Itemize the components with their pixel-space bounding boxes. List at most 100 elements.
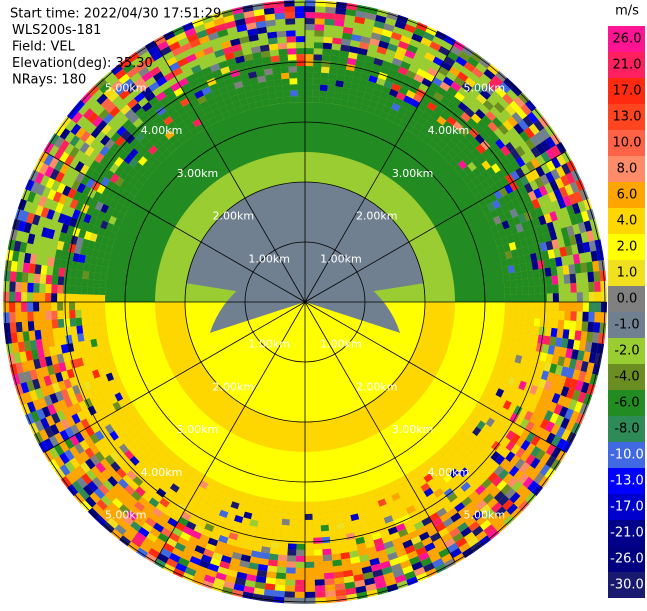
field-cell bbox=[564, 320, 571, 330]
field-cell bbox=[272, 67, 281, 74]
field-cell bbox=[94, 280, 101, 288]
field-cell bbox=[271, 536, 280, 543]
field-cell bbox=[34, 274, 41, 284]
field-cell bbox=[313, 78, 321, 84]
field-cell bbox=[296, 48, 305, 54]
field-cell bbox=[266, 80, 275, 87]
field-cell bbox=[327, 506, 335, 513]
field-cell bbox=[514, 264, 521, 272]
field-cell bbox=[547, 293, 553, 302]
field-cell bbox=[99, 302, 105, 309]
field-cell bbox=[52, 275, 59, 284]
field-cell bbox=[324, 573, 334, 580]
field-cell bbox=[511, 309, 517, 317]
field-cell bbox=[298, 508, 305, 514]
field-cell bbox=[546, 310, 552, 319]
field-cell bbox=[27, 302, 33, 312]
field-cell bbox=[326, 97, 334, 104]
field-cell bbox=[315, 597, 326, 604]
range-label: 5.00km bbox=[105, 509, 147, 522]
field-cell bbox=[284, 97, 292, 104]
field-cell bbox=[599, 270, 606, 281]
field-cell bbox=[305, 60, 313, 66]
field-cell bbox=[278, 49, 287, 56]
field-cell bbox=[534, 310, 541, 319]
field-cell bbox=[296, 550, 305, 556]
field-cell bbox=[297, 526, 305, 532]
field-cell bbox=[522, 279, 529, 287]
field-cell bbox=[46, 275, 53, 285]
field-cell bbox=[313, 526, 321, 532]
field-cell bbox=[305, 526, 313, 532]
field-cell bbox=[323, 555, 333, 562]
field-cell bbox=[305, 562, 314, 568]
field-cell bbox=[312, 90, 320, 96]
field-cell bbox=[15, 302, 21, 312]
field-cell bbox=[82, 271, 89, 279]
field-cell bbox=[296, 544, 305, 550]
field-cell bbox=[88, 272, 95, 280]
field-cell bbox=[45, 311, 51, 320]
field-cell bbox=[331, 548, 340, 555]
field-cell bbox=[280, 61, 289, 68]
field-cell bbox=[323, 561, 333, 568]
field-cell bbox=[69, 294, 75, 302]
range-label: 2.00km bbox=[212, 210, 254, 223]
field-cell bbox=[266, 26, 276, 33]
field-cell bbox=[268, 38, 278, 45]
field-cell bbox=[297, 514, 305, 520]
field-cell bbox=[273, 73, 282, 80]
field-cell bbox=[600, 312, 607, 323]
field-cell bbox=[545, 327, 552, 336]
field-cell bbox=[45, 302, 51, 311]
field-cell bbox=[70, 318, 77, 327]
field-cell bbox=[335, 517, 344, 524]
field-cell bbox=[99, 309, 105, 316]
field-cell bbox=[276, 573, 286, 580]
field-cell bbox=[517, 309, 523, 317]
field-cell bbox=[57, 302, 63, 311]
field-cell bbox=[99, 288, 105, 295]
field-cell bbox=[17, 262, 24, 273]
field-cell bbox=[28, 273, 35, 283]
field-cell bbox=[297, 538, 305, 544]
field-cell bbox=[510, 280, 517, 288]
field-cell bbox=[333, 98, 341, 105]
field-cell bbox=[529, 302, 535, 310]
field-cell bbox=[540, 319, 547, 328]
field-cell bbox=[17, 332, 24, 343]
colorbar-label: 1.0 bbox=[617, 266, 638, 281]
field-cell bbox=[313, 54, 322, 60]
field-cell bbox=[267, 511, 275, 518]
field-cell bbox=[315, 12, 325, 19]
header-line: WLS200s-181 bbox=[12, 23, 101, 38]
field-cell bbox=[290, 90, 298, 96]
field-cell bbox=[274, 518, 282, 525]
field-cell bbox=[75, 286, 81, 294]
field-cell bbox=[313, 543, 322, 549]
field-cell bbox=[551, 267, 558, 276]
colorbar-label: 10.0 bbox=[613, 136, 642, 151]
field-cell bbox=[64, 268, 71, 277]
field-cell bbox=[305, 520, 313, 526]
field-cell bbox=[305, 66, 313, 72]
field-cell bbox=[45, 293, 51, 302]
field-cell bbox=[305, 574, 315, 580]
field-cell bbox=[557, 329, 564, 339]
field-cell bbox=[559, 302, 565, 311]
field-cell bbox=[325, 7, 336, 14]
field-cell bbox=[529, 310, 535, 318]
field-cell bbox=[93, 302, 99, 309]
field-cell bbox=[267, 32, 277, 39]
field-cell bbox=[324, 567, 334, 574]
field-cell bbox=[276, 25, 286, 32]
range-label: 1.00km bbox=[248, 252, 290, 265]
field-cell bbox=[15, 292, 21, 302]
field-cell bbox=[265, 583, 276, 590]
field-cell bbox=[3, 292, 9, 303]
range-label: 3.00km bbox=[177, 423, 219, 436]
field-cell bbox=[546, 285, 552, 294]
field-cell bbox=[284, 597, 295, 604]
field-cell bbox=[574, 263, 581, 273]
field-cell bbox=[574, 330, 581, 340]
